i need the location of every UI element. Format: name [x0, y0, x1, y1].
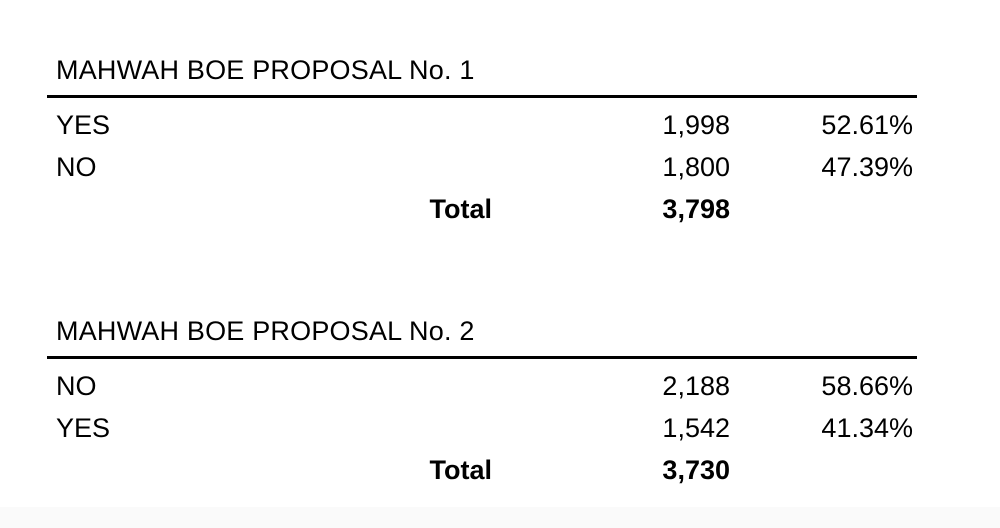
table-row: NO 2,188 58.66%: [47, 359, 917, 401]
table-header-rule: [47, 356, 917, 359]
table-title: MAHWAH BOE PROPOSAL No. 2: [56, 316, 475, 346]
row-label: YES: [56, 110, 111, 140]
row-percent: 41.34%: [821, 413, 913, 443]
table-header-rule: [47, 95, 917, 98]
row-count: 1,998: [662, 110, 730, 140]
row-percent: 47.39%: [821, 152, 913, 182]
total-count: 3,798: [662, 194, 730, 224]
table-title: MAHWAH BOE PROPOSAL No. 1: [56, 55, 475, 85]
row-label: NO: [56, 152, 97, 182]
total-percent-empty: [730, 182, 917, 224]
row-count: 1,542: [662, 413, 730, 443]
total-label: Total: [429, 455, 493, 485]
total-percent-empty: [730, 443, 917, 485]
results-table: NO 2,188 58.66% YES 1,542 41.34% Total 3…: [47, 359, 917, 485]
table-row: YES 1,542 41.34%: [47, 401, 917, 443]
row-percent: 52.61%: [821, 110, 913, 140]
footer-strip: [0, 507, 1000, 528]
table-row: NO 1,800 47.39%: [47, 140, 917, 182]
row-label: YES: [56, 413, 111, 443]
row-count: 1,800: [662, 152, 730, 182]
row-count: 2,188: [662, 371, 730, 401]
proposal-2-section: MAHWAH BOE PROPOSAL No. 2 NO 2,188 58.66…: [47, 316, 917, 485]
total-label: Total: [429, 194, 493, 224]
total-row: Total 3,730: [47, 443, 917, 485]
row-label: NO: [56, 371, 97, 401]
row-percent: 58.66%: [821, 371, 913, 401]
total-count: 3,730: [662, 455, 730, 485]
table-row: YES 1,998 52.61%: [47, 98, 917, 140]
total-row: Total 3,798: [47, 182, 917, 224]
proposal-1-section: MAHWAH BOE PROPOSAL No. 1 YES 1,998 52.6…: [47, 55, 917, 224]
results-table: YES 1,998 52.61% NO 1,800 47.39% Total 3…: [47, 98, 917, 224]
